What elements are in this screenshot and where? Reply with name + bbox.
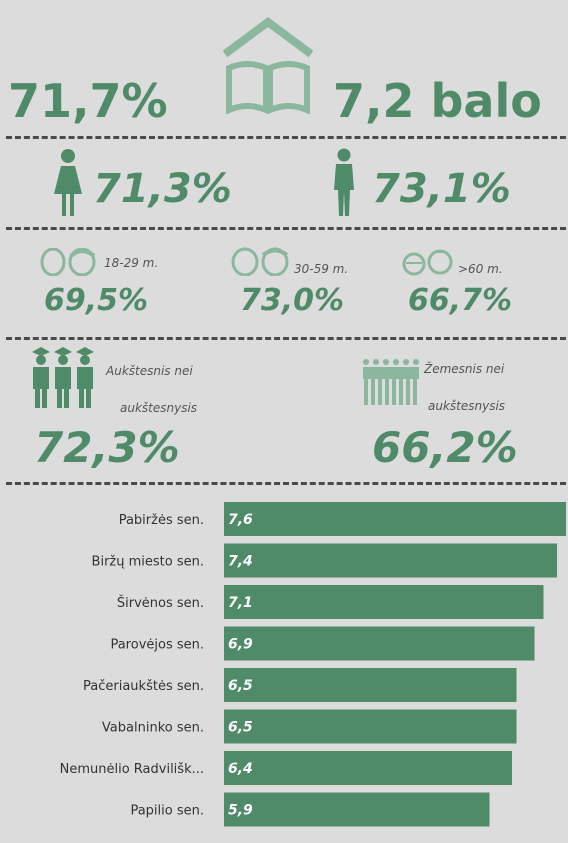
divider-1 — [6, 136, 566, 139]
adult-faces-icon — [230, 246, 292, 276]
value-label-1: 7,4 — [228, 554, 253, 570]
female-percentage: 71,3% — [93, 166, 232, 212]
lower-education-label-1: Žemesnis nei — [424, 362, 505, 376]
higher-education-label-2: aukštesnysis — [120, 401, 198, 415]
bar-1[interactable] — [224, 543, 557, 578]
bar-2[interactable] — [224, 585, 544, 619]
age-label-30-59: 30-59 m. — [294, 262, 349, 276]
higher-education-value: 72,3% — [34, 423, 180, 472]
lower-education-value: 66,2% — [372, 423, 518, 472]
age-value-30-59: 73,0% — [240, 283, 345, 318]
man-icon — [333, 148, 355, 218]
age-value-18-29: 69,5% — [44, 283, 149, 318]
district-bar-chart: Pabiržės sen. 7,6 Biržų miesto sen. 7,4 Širv… — [0, 498, 568, 838]
divider-3 — [6, 337, 566, 340]
bar-chart-svg: Pabiržės sen. 7,6 Biržų miesto sen. 7,4 Širv… — [60, 502, 566, 827]
category-label-5: Vabalninko sen. — [102, 721, 204, 736]
category-label-4: Pačeriaukštės sen. — [83, 679, 204, 694]
crowd-icon — [362, 358, 420, 408]
value-label-2: 7,1 — [228, 595, 253, 611]
elderly-faces-icon — [402, 246, 456, 276]
higher-education-label-1: Aukštesnis nei — [106, 364, 193, 378]
value-label-6: 6,4 — [228, 761, 253, 777]
overall-score: 7,2 balo — [333, 74, 542, 128]
category-label-2: Širvėnos sen. — [117, 595, 204, 611]
graduates-icon — [30, 346, 96, 410]
young-faces-icon — [40, 248, 100, 276]
bar-5[interactable] — [224, 709, 517, 744]
age-value-60-plus: 66,7% — [408, 283, 513, 318]
category-label-7: Papilio sen. — [130, 804, 204, 819]
divider-4 — [6, 482, 566, 485]
bar-7[interactable] — [224, 792, 490, 827]
woman-icon — [52, 148, 84, 218]
category-label-6: Nemunėlio Radvilišk... — [60, 762, 204, 777]
bar-4[interactable] — [224, 668, 517, 702]
bar-6[interactable] — [224, 751, 512, 785]
age-label-18-29: 18-29 m. — [104, 256, 159, 270]
value-label-3: 6,9 — [228, 637, 253, 653]
age-label-60-plus: >60 m. — [458, 262, 503, 276]
value-label-4: 6,5 — [228, 678, 253, 694]
bar-3[interactable] — [224, 626, 535, 661]
school-book-icon — [217, 14, 319, 114]
male-percentage: 73,1% — [372, 166, 511, 212]
category-label-0: Pabiržės sen. — [119, 513, 204, 528]
category-label-3: Parovėjos sen. — [110, 638, 204, 653]
overall-percentage: 71,7% — [8, 74, 168, 128]
value-label-0: 7,6 — [228, 512, 253, 528]
lower-education-label-2: aukštesnysis — [428, 399, 506, 413]
value-label-7: 5,9 — [228, 803, 253, 819]
bar-0[interactable] — [224, 502, 566, 536]
category-label-1: Biržų miesto sen. — [92, 555, 204, 570]
divider-2 — [6, 227, 566, 230]
value-label-5: 6,5 — [228, 720, 253, 736]
